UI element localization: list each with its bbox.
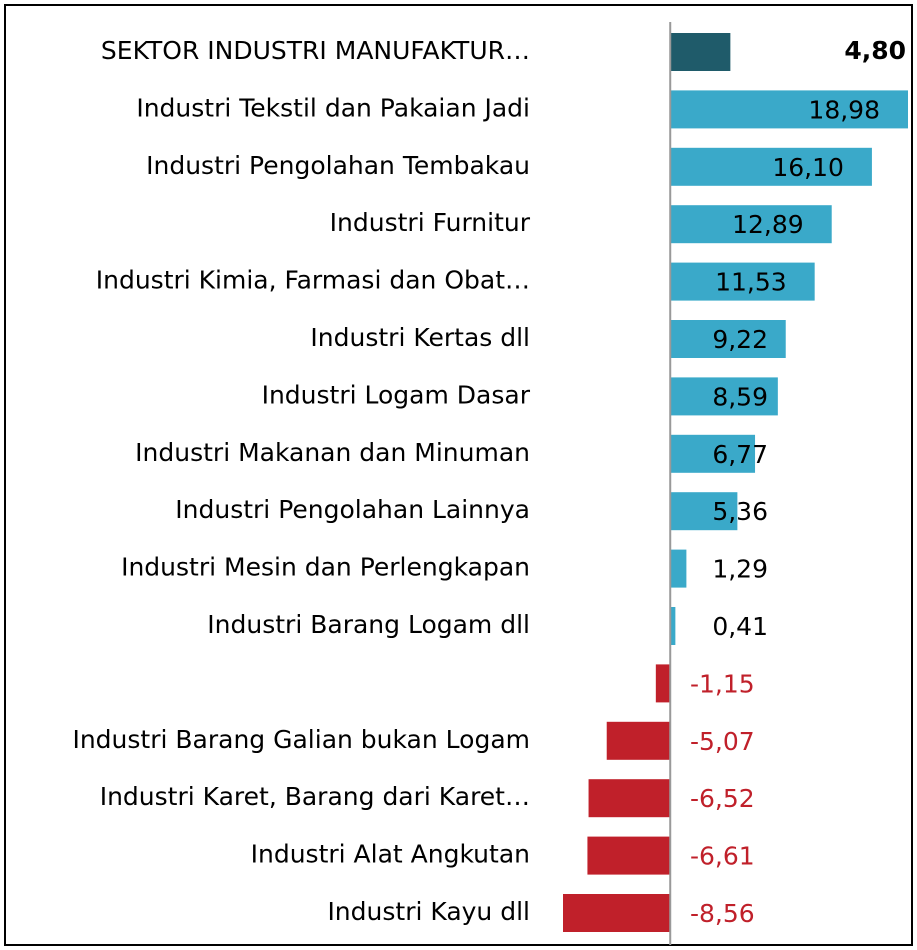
bar: [606, 721, 671, 760]
value-label: -6,61: [690, 842, 755, 871]
value-label: -1,15: [690, 669, 755, 698]
bar: [670, 434, 756, 473]
category-label: Industri Kimia, Farmasi dan Obat…: [96, 266, 530, 295]
bar: [588, 779, 671, 818]
category-label: Industri Pengolahan Tembakau: [146, 151, 530, 180]
category-label: Industri Barang Galian bukan Logam: [72, 725, 530, 754]
category-label: Industri Tekstil dan Pakaian Jadi: [136, 93, 530, 122]
value-label: 0,41: [712, 612, 768, 641]
category-label: SEKTOR INDUSTRI MANUFAKTUR…: [101, 36, 530, 65]
value-label: 4,80: [844, 36, 906, 65]
category-label: Industri Mesin dan Perlengkapan: [121, 553, 530, 582]
bar: [670, 549, 687, 588]
value-label: 5,36: [712, 497, 768, 526]
bar: [655, 664, 671, 703]
value-label: -6,52: [690, 784, 755, 813]
bar: [670, 262, 815, 301]
value-label: 8,59: [712, 382, 768, 411]
bar: [670, 492, 738, 531]
bar: [670, 320, 786, 358]
value-label: 18,98: [808, 95, 880, 124]
bar: [670, 147, 872, 186]
bar: [563, 894, 671, 932]
category-label: Industri Makanan dan Minuman: [135, 438, 530, 467]
value-label: -5,07: [690, 727, 755, 756]
category-label: Industri Karet, Barang dari Karet…: [100, 782, 530, 811]
value-label: -8,56: [690, 899, 755, 928]
bar: [670, 377, 778, 416]
bar: [670, 205, 832, 244]
value-label: 11,53: [715, 268, 787, 297]
category-label: Industri Furnitur: [330, 208, 531, 237]
category-label: Industri Kayu dll: [327, 897, 530, 926]
category-label: Industri Logam Dasar: [262, 380, 531, 409]
value-label: 6,77: [712, 440, 768, 469]
value-label: 16,10: [772, 153, 844, 182]
bar: [670, 607, 676, 645]
bar: [670, 90, 908, 129]
bar: [670, 33, 731, 71]
value-label: 9,22: [712, 325, 768, 354]
category-label: Industri Pengolahan Lainnya: [175, 495, 530, 524]
category-label: Industri Barang Logam dll: [207, 610, 530, 639]
value-label: 12,89: [732, 210, 804, 239]
value-label: 1,29: [712, 555, 768, 584]
category-label: Industri Alat Angkutan: [251, 840, 530, 869]
category-label: Industri Kertas dll: [310, 323, 530, 352]
bar: [587, 836, 671, 875]
